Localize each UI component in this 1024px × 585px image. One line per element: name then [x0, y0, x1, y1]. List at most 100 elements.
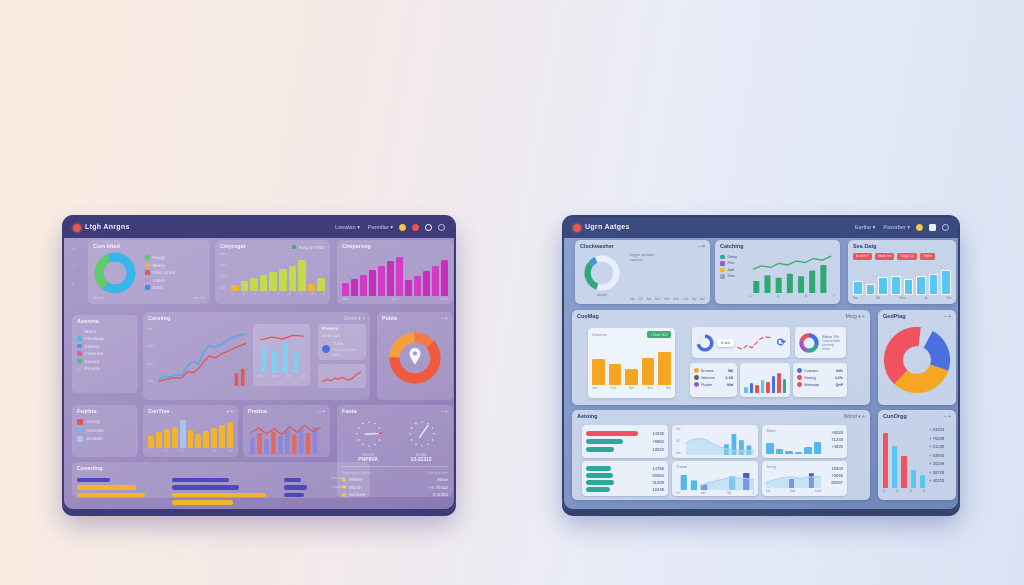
value-bar-row: 14235	[586, 431, 664, 436]
left-header: Ltgh Anrgns Loowlan ▾ Parmtlar ▾	[64, 217, 454, 238]
apps-icon[interactable]	[929, 224, 936, 231]
avatar-icon[interactable]	[942, 224, 949, 231]
legend-swatch	[720, 274, 725, 279]
period-dropdown[interactable]: Pasorber ▾	[883, 224, 910, 231]
list-item[interactable]: Coserme	[77, 351, 133, 356]
legend-item: Manly	[145, 263, 175, 268]
card-title: Fanta	[342, 409, 357, 415]
list-item[interactable]: Grences	[77, 427, 133, 434]
trend-badge: Areg 8-70/07	[292, 245, 325, 250]
subcard-area-bars-1: 9m 42 2m	[672, 425, 758, 458]
filter-chip[interactable]: 7q8w	[919, 252, 935, 261]
x-axis-labels: 1m 2m 3m 4m 5m	[592, 386, 671, 390]
card-mixed-bars-line: Prattua – +	[243, 405, 330, 457]
rail-icon[interactable]: ‹	[72, 282, 74, 288]
kpi-row: Weimaap QnP	[797, 382, 843, 387]
x-axis-labels: 9a 3b 99a 4t 7w	[853, 296, 951, 301]
location-dropdown[interactable]: Loowlan ▾	[335, 224, 360, 231]
card-controls[interactable]: – =	[697, 244, 705, 251]
donut-label: study	[597, 291, 607, 297]
category-swatch	[77, 358, 82, 364]
category-swatch	[77, 366, 82, 371]
list-item[interactable]: Prmeta	[77, 366, 133, 371]
alert-icon[interactable]	[412, 224, 419, 231]
avatar-icon[interactable]	[438, 224, 445, 231]
h-bar	[586, 439, 623, 444]
chart-filter-dropdown[interactable]: Mrcg ▾ +	[845, 314, 865, 321]
card-title: Coverting	[77, 466, 103, 472]
list-item[interactable]: Areorg	[77, 418, 133, 425]
card-controls[interactable]: – +	[943, 314, 951, 321]
kpi-dot	[797, 382, 802, 387]
card-controls[interactable]: – +	[943, 414, 951, 421]
left-sidebar-rail[interactable]: – ◦ ‹	[67, 246, 79, 288]
progress-bar	[77, 477, 110, 483]
left-dashboard-body: – ◦ ‹ Com blted Reigly Manly Ellen Urlnd Alow…	[64, 238, 454, 509]
group-label: Grostud	[331, 474, 346, 480]
subcard-kpi-list-2: Cossarm 34% Gadrcg 4.2% Weimaap QnP	[793, 363, 847, 397]
subcard-bars-values-1: Toser +5028 71248 +4820	[762, 425, 847, 458]
category-list: Mamr Planlupta Samoa Coserme Sanem Prmeta	[77, 329, 133, 371]
bar-chart	[342, 254, 448, 296]
list-item[interactable]: Mamr	[77, 329, 133, 334]
y-axis-labels: 500 400 300 200	[220, 251, 227, 290]
filter-chip[interactable]: 7dgy 12	[897, 252, 917, 261]
rail-icon[interactable]: –	[71, 246, 75, 252]
list-item[interactable]: Planlupta	[77, 336, 133, 341]
card-title: Fwjrbta	[77, 409, 97, 415]
card-metrics-group: CooMag Mrcg ▾ + Rotinmo +7em 907 1m 2m 3m 4…	[572, 310, 870, 405]
legend-swatch	[145, 285, 150, 290]
progress-donut-chart	[696, 333, 714, 352]
progress-bar	[172, 477, 229, 483]
progress-bar	[172, 492, 266, 498]
subcard-flow: 8 am ⟳	[692, 327, 790, 358]
dial-gauge-chart	[353, 418, 385, 450]
legend-swatch	[145, 255, 150, 260]
gauge-stats: Akoray PNP8VA Orats 10-21312	[342, 452, 448, 463]
legend-item: Etwk	[145, 285, 175, 290]
stat-row: Minber 80aw	[342, 477, 448, 482]
progress-bar	[283, 492, 305, 498]
stat-dot	[342, 485, 346, 490]
bar-chart	[853, 263, 951, 296]
list-item[interactable]: Sceante	[77, 435, 133, 442]
x-axis-labels: 1 3 5 7 9 11	[148, 448, 233, 453]
card-title: Puida	[382, 316, 397, 322]
line-bar-chart	[749, 253, 835, 293]
filter-chip[interactable]: 8 aser7	[853, 252, 872, 261]
gear-icon[interactable]	[425, 224, 432, 231]
location-dropdown[interactable]: Earthe ▾	[854, 224, 876, 231]
x-axis-labels: 2m 4m 6m 8m	[257, 374, 306, 378]
stat-row: 98bah +4 7b3q0	[342, 485, 448, 490]
card-reports-grid: Aetoing Wond ▾ + 14235 +9862 13520 9m 42 2m	[572, 410, 870, 500]
card-yellow-bars: CanTiva ▾ ▾ 1 3 5 7 9 11	[143, 405, 238, 457]
series-swatch	[77, 418, 83, 425]
card-controls[interactable]: – +	[440, 316, 448, 323]
card-title: CooMag	[577, 314, 599, 320]
stat-row: 9antone 2 m3b5	[342, 492, 448, 497]
list-item[interactable]: Sanem	[77, 359, 133, 364]
value: + 24203	[929, 427, 945, 433]
card-title: Aetoing	[577, 414, 598, 420]
list-item[interactable]: Samoa	[77, 344, 133, 349]
card-category-legend: Asonma Mamr Planlupta Samoa Coserme Sanem Prm…	[72, 315, 138, 393]
kpi-row: Gadrcg 4.2%	[797, 375, 843, 380]
card-controls[interactable]: – +	[440, 409, 448, 416]
chart-filter-dropdown[interactable]: Wond ▾ +	[843, 414, 865, 421]
value: 80497	[831, 480, 843, 485]
sun-icon[interactable]	[916, 224, 923, 231]
card-title: Sea Datg	[853, 244, 877, 250]
filter-chip[interactable]: 9ban7m	[874, 252, 895, 261]
period-dropdown[interactable]: Parmtlar ▾	[367, 224, 393, 231]
refresh-icon[interactable]: ⟳	[776, 337, 786, 349]
moon-icon[interactable]	[399, 224, 406, 231]
card-controls[interactable]: – +	[317, 409, 325, 416]
chart-filter-dropdown[interactable]: Gross ▾ +	[343, 316, 365, 323]
right-dashboard-window: Ugrn Aatges Earthe ▾ Pasorber ▾ Clockwas…	[562, 215, 960, 511]
card-controls[interactable]: ▾ ▾	[226, 409, 233, 416]
sparkline-chart	[322, 367, 362, 385]
app-title: Ugrn Aatges	[585, 224, 630, 231]
kpi-row: Cossarm 34%	[797, 368, 843, 373]
card-pie: GedPtag – +	[878, 310, 956, 405]
rail-icon[interactable]: ◦	[71, 264, 75, 270]
